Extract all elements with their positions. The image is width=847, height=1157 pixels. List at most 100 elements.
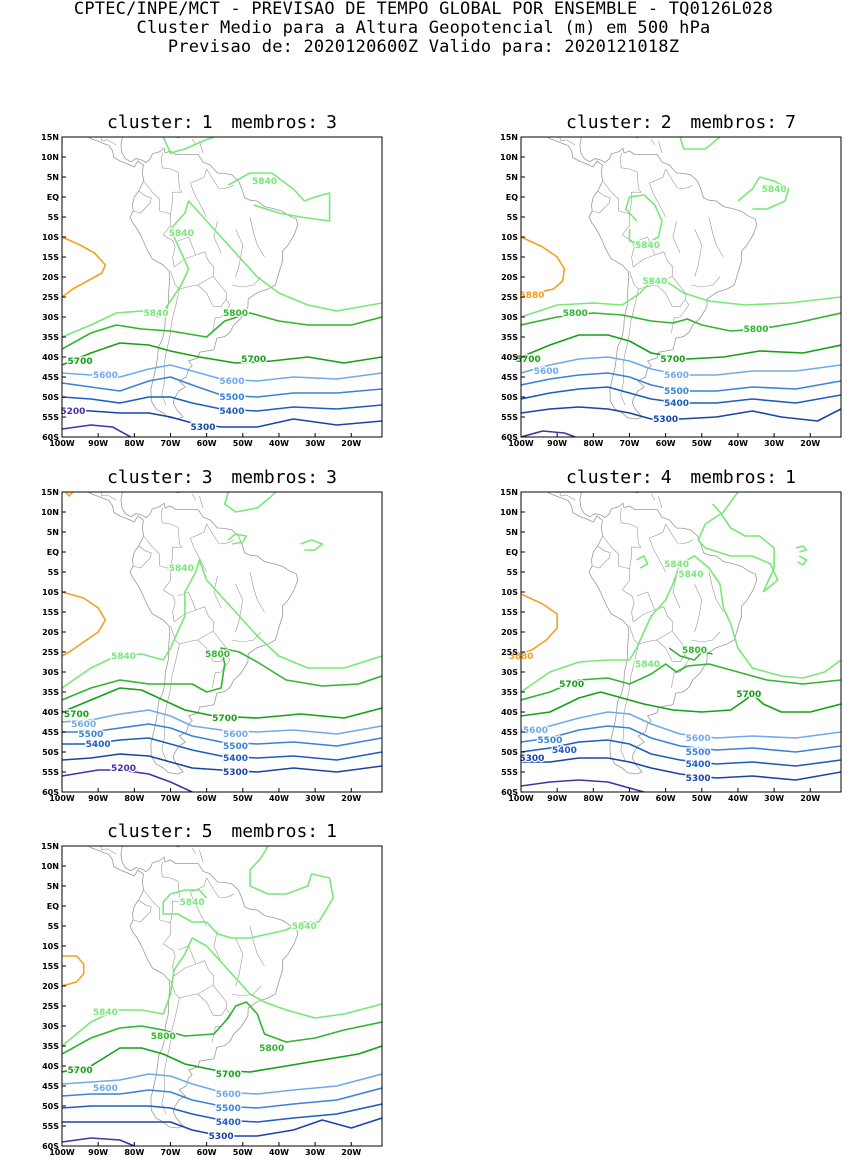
map-content (62, 137, 382, 437)
contour-label: 5700 (64, 710, 89, 720)
lon-tick-label: 100W (49, 794, 75, 803)
contour-line (62, 687, 382, 719)
country-border (116, 488, 145, 490)
contour-label: 5300 (223, 768, 248, 778)
map-panel-cluster-5: cluster: 5 membros: 1 5840 5840 5840 5800 5800… (0, 822, 385, 1157)
lon-tick-label: 50W (692, 794, 712, 803)
country-border (190, 523, 207, 573)
contour-label: 5800 (682, 646, 707, 656)
lat-tick-label: 60S (42, 788, 59, 797)
contour-label: 5500 (686, 748, 711, 758)
contour-label: 5840 (169, 564, 194, 574)
lat-tick-label: 55S (42, 413, 59, 422)
membros-number: 3 (326, 467, 337, 488)
country-border (173, 606, 215, 645)
lat-tick-label: EQ (506, 548, 518, 557)
country-border (708, 216, 724, 258)
country-border (678, 539, 693, 545)
contour-label: 5840 (762, 185, 787, 195)
lat-tick-label: 45S (501, 373, 518, 382)
country-border (231, 985, 262, 997)
contour-line (521, 725, 841, 753)
lat-tick-label: 15S (42, 608, 59, 617)
contour-label: 5600 (219, 377, 244, 387)
map-panel-cluster-1: cluster: 1 membros: 3 5840 5840 5840 5800 5700… (0, 113, 385, 448)
panel-title: cluster: 1 membros: 3 (62, 113, 382, 133)
contour-label: 5700 (736, 690, 761, 700)
lat-tick-label: 15N (500, 488, 518, 497)
lat-tick-label: 45S (42, 1082, 59, 1091)
lat-tick-label: 10N (500, 153, 518, 162)
lat-tick-label: 50S (42, 393, 59, 402)
contour-line (62, 723, 382, 747)
contour-line (62, 1001, 382, 1055)
contour-label: 5800 (563, 309, 588, 319)
lat-tick-label: 40S (501, 708, 518, 717)
country-border (671, 654, 690, 689)
lon-tick-label: 20W (341, 794, 361, 803)
lat-tick-label: 5N (47, 173, 59, 182)
membros-number: 7 (785, 112, 796, 133)
contour-line (521, 779, 645, 792)
lon-tick-label: 100W (49, 1148, 75, 1157)
lon-tick-label: 90W (88, 1148, 108, 1157)
contour-line (300, 539, 324, 551)
lon-tick-label: 100W (508, 439, 534, 448)
contour-label: 5400 (86, 740, 111, 750)
lat-tick-label: 15N (41, 488, 59, 497)
contour-label: 5840 (642, 277, 667, 287)
panel-title: cluster: 3 membros: 3 (62, 468, 382, 488)
contour-label: 5600 (71, 720, 96, 730)
country-border (133, 545, 152, 569)
contour-label: 5500 (78, 730, 103, 740)
contour-label: 5600 (686, 734, 711, 744)
country-border (212, 299, 231, 334)
country-border (629, 188, 642, 214)
lat-tick-label: 55S (501, 413, 518, 422)
lat-tick-label: 5N (506, 528, 518, 537)
membros-label: membros: (231, 112, 319, 133)
lat-tick-label: 10S (501, 233, 518, 242)
cluster-label: cluster: (107, 467, 194, 488)
country-border (212, 1008, 231, 1043)
lon-tick-label: 40W (728, 794, 748, 803)
lat-tick-label: 30S (42, 1022, 59, 1031)
lat-tick-label: 40S (42, 1062, 59, 1071)
header-title: CPTEC/INPE/MCT - PREVISAO DE TEMPO GLOBA… (73, 0, 774, 19)
country-border (213, 220, 222, 254)
country-border (191, 847, 197, 855)
country-border (161, 625, 180, 761)
map-frame (520, 136, 842, 438)
contour-label: 5500 (219, 393, 244, 403)
lat-tick-label: 30S (42, 313, 59, 322)
contour-label: 5600 (216, 1090, 241, 1100)
contour-label: 5600 (534, 367, 559, 377)
country-border (191, 493, 197, 501)
country-border (636, 236, 656, 256)
contour-line (249, 846, 334, 923)
contour-line (521, 739, 841, 767)
lat-tick-label: 20S (501, 628, 518, 637)
country-border (100, 846, 117, 855)
contour-line (62, 1073, 382, 1095)
contour-line (679, 137, 721, 150)
country-border (632, 606, 674, 645)
contour-line (521, 430, 576, 437)
contour-line (62, 1103, 382, 1123)
lon-tick-label: 70W (619, 794, 639, 803)
lon-tick-label: 80W (124, 1148, 144, 1157)
membros-number: 1 (326, 821, 337, 842)
contour-label: 5840 (93, 1008, 118, 1018)
lon-tick-label: 50W (233, 1148, 253, 1157)
country-border (618, 565, 635, 623)
contour-line (697, 492, 779, 593)
lat-tick-label: 15S (501, 608, 518, 617)
country-border (161, 152, 180, 190)
contour-line (162, 889, 301, 939)
country-border (161, 507, 180, 545)
lat-tick-label: 55S (501, 768, 518, 777)
lat-tick-label: 15N (41, 133, 59, 142)
country-border (249, 925, 265, 967)
lon-tick-label: 60W (656, 794, 676, 803)
contour-label: 5700 (216, 1070, 241, 1080)
